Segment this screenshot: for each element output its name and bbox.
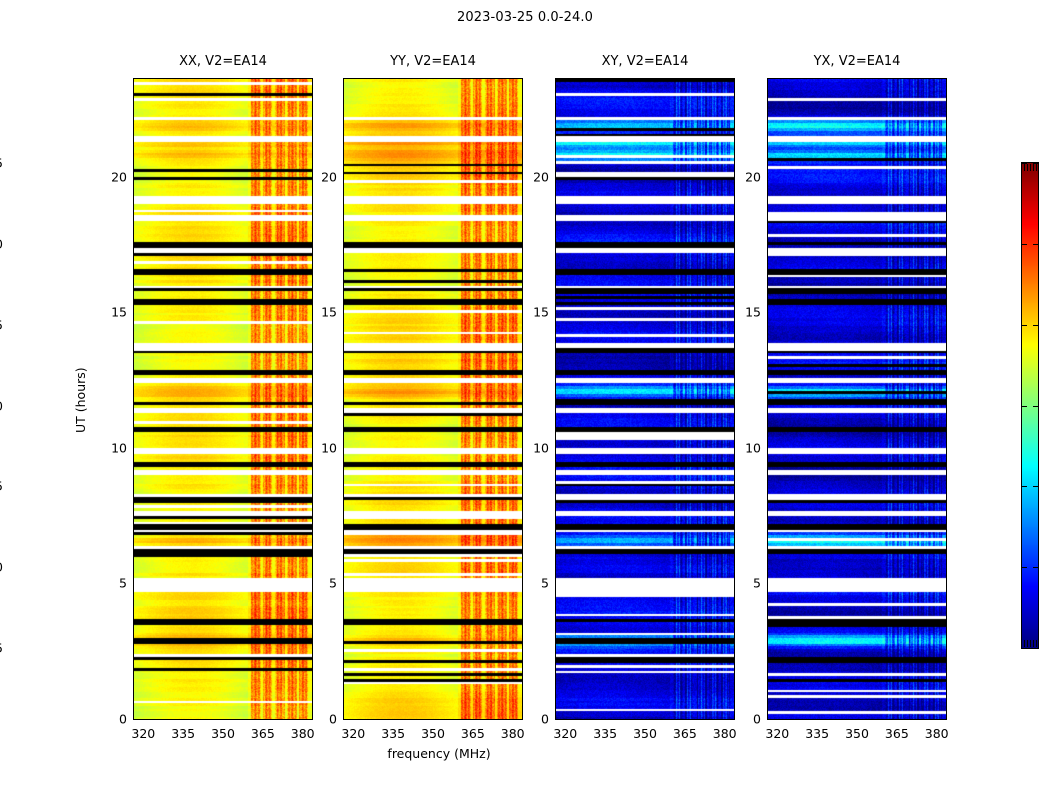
x-tick-label: 335 [171,726,196,741]
waterfall-image-xy [556,79,734,719]
x-tick-label: 365 [250,726,275,741]
colorbar-tick-label: −1.5 [0,479,3,494]
panel-frame [133,78,313,720]
x-tick-label: 380 [290,726,315,741]
panel-xx: XX, V2=EA14 [133,54,313,720]
waterfall-image-yx [768,79,946,719]
panel-xy: XY, V2=EA14 [555,54,735,720]
y-tick-label: 0 [541,711,549,727]
colorbar-tick-mark [1033,163,1038,164]
colorbar [1021,162,1039,649]
y-tick-label: 20 [533,169,549,185]
panel-title-yx: YX, V2=EA14 [813,54,901,69]
colorbar-tick-mark [1022,243,1027,245]
y-tick-label: 15 [533,304,549,320]
y-tick-label: 0 [753,711,761,727]
panel-frame [343,78,523,720]
colorbar-tick-mark [1033,324,1038,326]
y-axis-label: UT (hours) [73,367,88,433]
figure-suptitle: 2023-03-25 0.0-24.0 [457,10,593,25]
colorbar-tick-label: −2.0 [0,560,3,575]
colorbar-tick-mark [1033,405,1038,407]
y-tick-label: 20 [745,169,761,185]
colorbar-tick-mark [1022,163,1027,164]
colorbar-tick-mark [1033,486,1038,488]
panel-title-xx: XX, V2=EA14 [179,54,267,69]
y-tick-label: 10 [111,440,127,456]
y-tick-label: 15 [111,304,127,320]
x-tick-label: 350 [421,726,445,741]
panel-yx: YX, V2=EA14 [767,54,947,720]
x-tick-label: 350 [211,726,235,741]
y-tick-label: 0 [329,711,337,727]
y-tick-label: 0 [119,711,127,727]
y-tick-label: 10 [745,440,761,456]
waterfall-image-xx [134,79,312,719]
panel-frame [767,78,947,720]
y-tick-label: 20 [321,169,337,185]
panel-yy: YY, V2=EA14 [343,54,523,720]
x-tick-label: 320 [553,726,578,741]
colorbar-tick-mark [1022,405,1027,407]
colorbar-tick-label: 0.5 [0,156,3,171]
x-tick-label: 365 [460,726,485,741]
colorbar-frame [1021,162,1039,649]
colorbar-extend-hatch [1022,640,1038,647]
x-tick-label: 350 [845,726,869,741]
x-tick-label: 320 [341,726,366,741]
y-tick-label: 10 [533,440,549,456]
panel-title-xy: XY, V2=EA14 [601,54,689,69]
y-tick-label: 5 [329,575,337,591]
x-tick-label: 335 [381,726,406,741]
x-axis-label: frequency (MHz) [387,746,491,761]
colorbar-tick-mark [1033,567,1038,569]
y-tick-label: 15 [745,304,761,320]
colorbar-extend-hatch [1022,164,1038,171]
y-tick-label: 5 [541,575,549,591]
colorbar-tick-label: −0.5 [0,317,3,332]
colorbar-tick-mark [1033,243,1038,245]
x-tick-label: 380 [712,726,737,741]
x-tick-label: 320 [765,726,790,741]
colorbar-tick-mark [1022,486,1027,488]
colorbar-tick-label: 0.0 [0,236,3,251]
y-tick-label: 10 [321,440,337,456]
colorbar-tick-label: −2.5 [0,641,3,656]
y-tick-label: 15 [321,304,337,320]
x-tick-label: 350 [633,726,657,741]
colorbar-tick-mark [1022,648,1027,649]
x-tick-label: 320 [131,726,156,741]
colorbar-tick-mark [1033,648,1038,649]
y-tick-label: 5 [119,575,127,591]
colorbar-tick-mark [1022,567,1027,569]
panel-title-yy: YY, V2=EA14 [390,54,476,69]
waterfall-image-yy [344,79,522,719]
x-tick-label: 365 [672,726,697,741]
x-tick-label: 335 [593,726,618,741]
colorbar-tick-label: −1.0 [0,398,3,413]
colorbar-tick-mark [1022,324,1027,326]
colorbar-gradient [1022,163,1038,648]
panel-frame [555,78,735,720]
y-tick-label: 20 [111,169,127,185]
y-tick-label: 5 [753,575,761,591]
x-tick-label: 365 [884,726,909,741]
x-tick-label: 335 [805,726,830,741]
x-tick-label: 380 [924,726,949,741]
x-tick-label: 380 [500,726,525,741]
